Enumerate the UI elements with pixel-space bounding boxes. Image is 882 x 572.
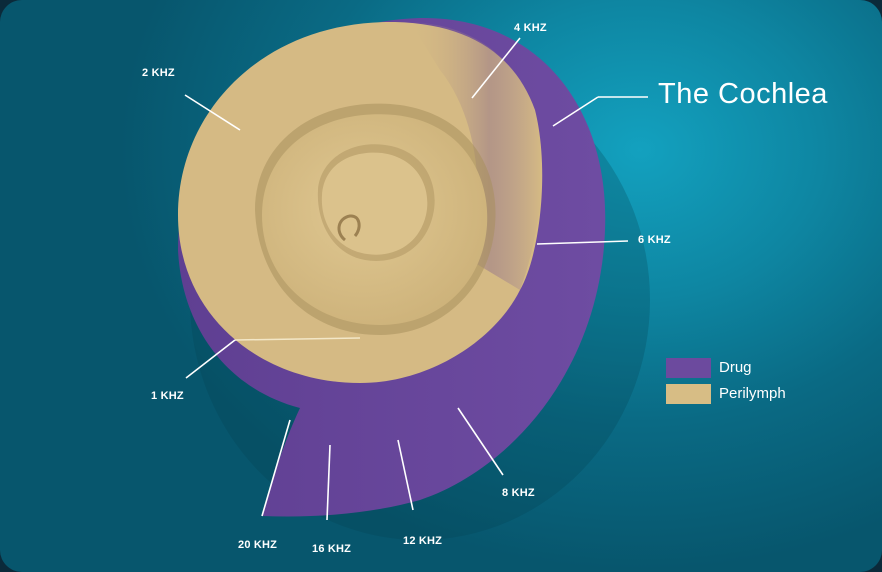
label-20khz: 20 KHZ: [238, 539, 278, 551]
leader-lines: [184, 37, 648, 521]
leader-8khz: [457, 407, 504, 476]
leader-20khz: [261, 419, 291, 517]
label-4khz: 4 KHZ: [514, 22, 547, 34]
leader-2khz: [184, 94, 241, 131]
drug-swatch: [666, 358, 711, 378]
diagram-title: The Cochlea: [658, 78, 828, 110]
label-2khz: 2 KHZ: [142, 67, 175, 79]
perilymph-core: [321, 152, 428, 255]
perilymph-swatch: [666, 384, 711, 404]
leader-1khz: [185, 339, 236, 379]
legend-label-drug: Drug: [719, 359, 752, 376]
leader-4khz: [471, 37, 521, 99]
leader-6khz: [536, 240, 629, 245]
label-16khz: 16 KHZ: [312, 543, 352, 555]
label-1khz: 1 KHZ: [151, 390, 184, 402]
legend-label-perilymph: Perilymph: [719, 385, 786, 402]
leader-12khz: [397, 439, 414, 511]
spiral-tip: [337, 214, 361, 242]
groove-1khz: [234, 337, 361, 341]
label-12khz: 12 KHZ: [403, 535, 443, 547]
leader-title: [552, 96, 599, 127]
label-8khz: 8 KHZ: [502, 487, 535, 499]
label-6khz: 6 KHZ: [638, 234, 671, 246]
leader-16khz: [326, 444, 331, 521]
